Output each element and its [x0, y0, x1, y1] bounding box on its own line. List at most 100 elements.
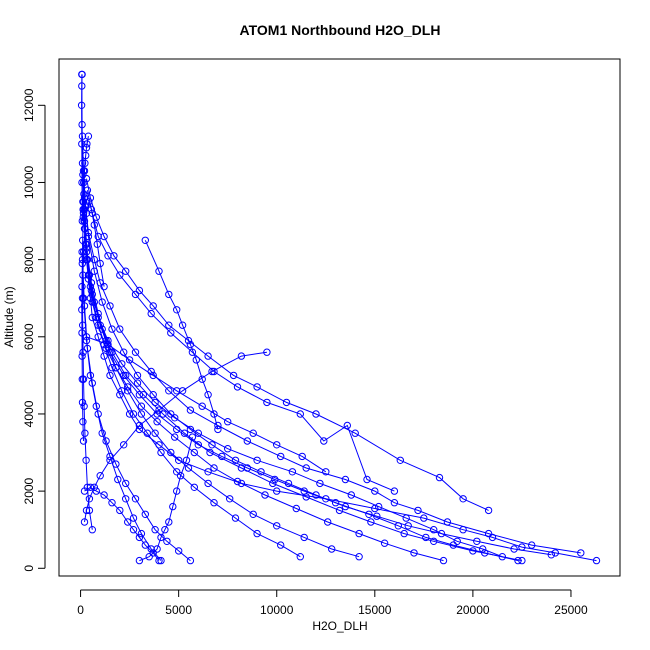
data-point	[153, 418, 161, 426]
data-point	[439, 556, 448, 565]
data-point	[116, 271, 124, 279]
data-point	[159, 410, 167, 418]
data-point	[161, 526, 169, 534]
data-point	[85, 198, 93, 206]
data-point	[322, 468, 330, 476]
data-point	[165, 387, 173, 395]
data-point	[124, 387, 132, 395]
data-point	[122, 479, 130, 488]
data-point	[149, 391, 157, 399]
data-point	[171, 433, 179, 441]
series-16	[79, 209, 304, 561]
x-tick-label: 20000	[456, 603, 490, 617]
data-point	[157, 448, 165, 457]
x-axis: 0 5000 10000 15000 20000 25000	[77, 589, 588, 617]
data-point	[481, 549, 489, 557]
series-line	[83, 209, 360, 558]
data-point	[192, 356, 201, 364]
data-point	[402, 514, 410, 522]
data-point	[178, 321, 187, 329]
data-point	[373, 512, 381, 520]
data-point	[210, 464, 218, 472]
data-point	[100, 282, 108, 291]
data-point	[518, 556, 526, 565]
series-line	[84, 351, 267, 523]
data-point	[547, 551, 555, 559]
data-point	[214, 425, 222, 434]
data-point	[78, 178, 86, 187]
data-point	[81, 429, 89, 437]
data-point	[210, 367, 218, 376]
data-point	[85, 506, 94, 515]
data-point	[102, 336, 110, 345]
data-point	[77, 101, 86, 110]
data-point	[125, 356, 134, 364]
data-point	[80, 190, 88, 198]
data-point	[184, 464, 193, 472]
series-line	[81, 74, 89, 442]
series-17	[79, 205, 363, 561]
data-point	[355, 553, 363, 561]
data-point	[133, 371, 142, 380]
data-point	[243, 464, 252, 472]
data-point	[324, 518, 332, 526]
data-point	[153, 545, 161, 553]
data-point	[122, 495, 130, 503]
data-point	[104, 336, 112, 345]
data-point	[484, 529, 493, 538]
data-point	[592, 556, 601, 565]
series-8	[141, 236, 222, 434]
data-point	[79, 198, 87, 206]
data-point	[135, 391, 144, 399]
data-point	[90, 267, 99, 275]
plot-frame	[58, 58, 621, 577]
data-point	[210, 410, 218, 418]
data-point	[173, 468, 181, 476]
data-point	[151, 429, 159, 437]
series-4	[79, 205, 448, 565]
data-point	[269, 479, 277, 488]
x-tick-label: 5000	[165, 603, 192, 617]
data-point	[367, 518, 375, 526]
data-point	[84, 132, 93, 140]
data-point	[371, 487, 379, 495]
data-point	[133, 379, 142, 387]
data-point	[577, 549, 585, 557]
data-point	[80, 248, 88, 256]
data-point	[449, 541, 457, 549]
data-point	[149, 302, 157, 310]
data-point	[420, 514, 428, 522]
data-point	[249, 510, 257, 518]
data-point	[147, 309, 155, 318]
data-point	[80, 194, 89, 202]
series-19	[78, 198, 108, 534]
data-point	[430, 526, 438, 534]
data-point	[312, 410, 320, 418]
data-point	[106, 452, 114, 461]
data-point	[114, 475, 122, 484]
series-line	[84, 486, 160, 561]
data-point	[129, 410, 138, 418]
data-point	[122, 267, 130, 275]
data-point	[173, 425, 181, 434]
data-point	[184, 336, 193, 345]
data-point	[82, 456, 90, 464]
data-point	[355, 529, 363, 538]
data-point	[78, 306, 86, 314]
data-point	[98, 298, 106, 306]
data-point	[186, 406, 195, 414]
data-point	[79, 418, 87, 426]
data-point	[204, 479, 212, 488]
data-point	[82, 209, 91, 218]
data-point	[79, 321, 87, 329]
series-line	[86, 190, 395, 492]
data-point	[116, 391, 124, 399]
y-tick-label: 12000	[22, 88, 36, 122]
data-point	[273, 441, 281, 449]
data-point	[226, 495, 234, 503]
data-point	[341, 502, 350, 511]
data-point	[94, 232, 102, 241]
data-point	[204, 352, 212, 360]
data-point	[473, 537, 481, 545]
